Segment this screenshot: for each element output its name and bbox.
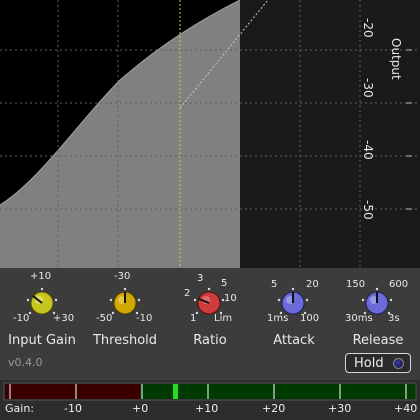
ratio-knob[interactable] — [193, 287, 225, 319]
input-gain-tick-top: +10 — [30, 271, 52, 282]
threshold-tick-max: -10 — [136, 313, 153, 324]
y-tick-label: -30 — [361, 78, 375, 98]
gain-meter: Gain: -10 +0 +10 +20 +30 +40 — [0, 380, 420, 420]
release-tick: 600 — [389, 279, 409, 290]
gain-meter-tick: +30 — [328, 402, 352, 415]
hold-button[interactable]: Hold — [345, 353, 411, 373]
hold-led-icon — [393, 358, 404, 369]
y-tick-label: -20 — [361, 18, 375, 38]
transfer-curve-display: Output -20 -30 -40 -50 — [0, 0, 420, 268]
ratio-tick: 2 — [184, 288, 191, 299]
release-tick-min: 30ms — [345, 313, 373, 324]
attack-tick: 5 — [271, 279, 278, 290]
attack-tick-max: 100 — [300, 313, 320, 324]
version-label: v0.4.0 — [8, 356, 43, 369]
threshold-tick-min: -50 — [96, 313, 113, 324]
ratio-label: Ratio — [193, 333, 227, 348]
input-gain-knob[interactable] — [26, 287, 58, 319]
release-tick: 150 — [346, 279, 366, 290]
ratio-tick: 5 — [221, 278, 228, 289]
input-gain-tick-min: -10 — [13, 313, 30, 324]
ratio-tick: Lim — [214, 313, 233, 324]
attack-knob[interactable] — [277, 287, 309, 319]
hold-label: Hold — [354, 356, 384, 371]
y-tick-label: -50 — [361, 200, 375, 220]
gain-meter-tick: -10 — [64, 402, 82, 415]
attack-tick: 20 — [306, 279, 319, 290]
y-tick-label: -40 — [361, 140, 375, 160]
input-gain-label: Input Gain — [8, 333, 76, 348]
release-label: Release — [352, 333, 404, 348]
input-gain-tick-max: +30 — [53, 313, 75, 324]
knob-panel: +10 -10 +30 Input Gain -30 -50 -10 Thres… — [0, 268, 420, 380]
release-tick-max: 3s — [388, 313, 400, 324]
ratio-tick: 3 — [197, 273, 204, 284]
gain-meter-tick: +40 — [394, 402, 418, 415]
gain-meter-tick: +0 — [132, 402, 149, 415]
gain-meter-indicator — [173, 384, 178, 399]
ratio-tick: 10 — [224, 293, 237, 304]
ratio-tick: 1 — [190, 313, 197, 324]
gain-meter-tick: +20 — [262, 402, 286, 415]
threshold-tick-top: -30 — [114, 271, 131, 282]
threshold-label: Threshold — [92, 333, 158, 348]
attack-label: Attack — [273, 333, 315, 348]
attack-tick-min: 1ms — [267, 313, 289, 324]
threshold-knob[interactable] — [109, 287, 141, 319]
release-knob[interactable] — [361, 287, 393, 319]
gain-meter-tick: +10 — [195, 402, 219, 415]
gain-meter-label: Gain: — [5, 402, 34, 415]
axis-title: Output — [389, 38, 403, 80]
